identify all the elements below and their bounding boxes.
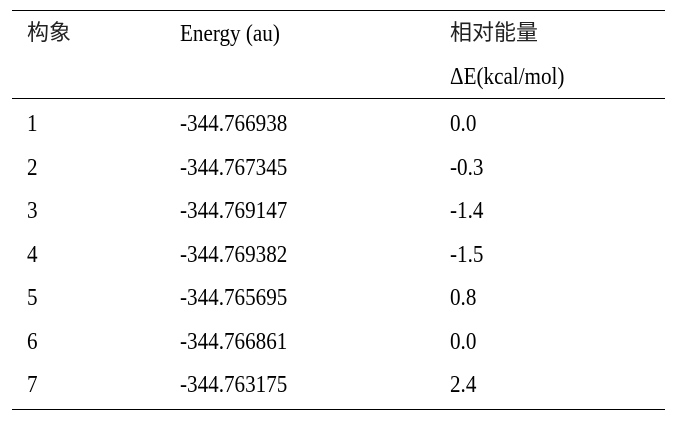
conformer-cell: 1 xyxy=(27,111,38,137)
conformer-cell: 2 xyxy=(27,154,38,181)
header-relative-energy-unit: ΔE(kcal/mol) xyxy=(450,64,565,90)
energy-cell: -344.769382 xyxy=(180,241,288,268)
conformer-cell: 7 xyxy=(27,372,38,398)
header-relative-energy: 相对能量 xyxy=(450,21,539,46)
delta-e-cell: 2.4 xyxy=(450,372,477,398)
delta-e-cell: -1.4 xyxy=(450,198,484,224)
energy-cell: -344.767345 xyxy=(180,154,288,181)
conformer-cell: 5 xyxy=(27,285,38,311)
delta-e-cell: 0.0 xyxy=(450,328,477,355)
header-energy: Energy (au) xyxy=(180,21,280,47)
bottom-rule xyxy=(12,409,665,410)
energy-cell: -344.766938 xyxy=(180,111,288,137)
energy-cell: -344.763175 xyxy=(180,372,288,398)
top-rule xyxy=(12,10,665,11)
conformer-cell: 6 xyxy=(27,328,38,355)
delta-e-cell: 0.8 xyxy=(450,285,477,311)
header-rule xyxy=(12,98,665,99)
energy-cell: -344.769147 xyxy=(180,198,288,224)
energy-cell: -344.765695 xyxy=(180,285,288,311)
conformer-cell: 3 xyxy=(27,198,38,224)
conformer-cell: 4 xyxy=(27,241,38,268)
header-conformer: 构象 xyxy=(27,21,72,46)
delta-e-cell: 0.0 xyxy=(450,111,477,137)
energy-cell: -344.766861 xyxy=(180,328,288,355)
delta-e-cell: -1.5 xyxy=(450,241,484,268)
delta-e-cell: -0.3 xyxy=(450,154,484,181)
